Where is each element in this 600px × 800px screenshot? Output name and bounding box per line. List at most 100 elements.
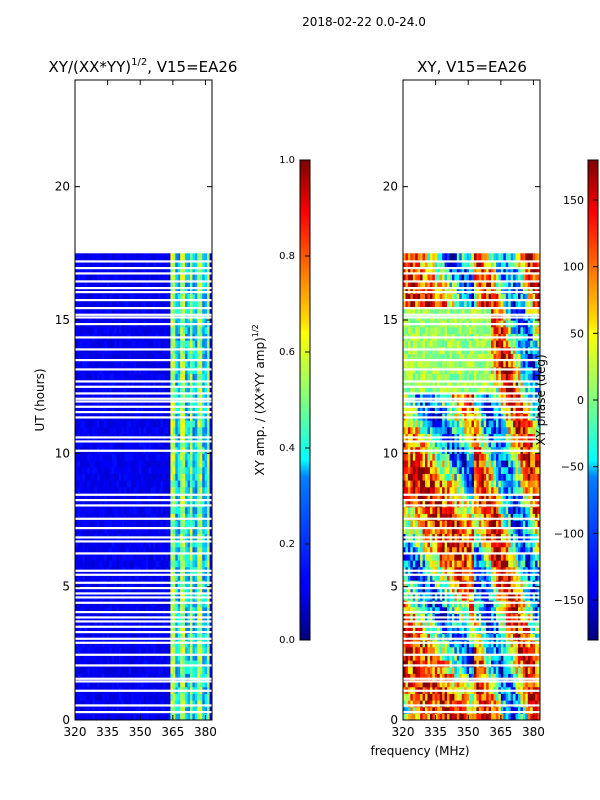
heatmap-cell (207, 266, 211, 274)
heatmap-cell (194, 266, 198, 274)
heatmap-cell (155, 506, 159, 514)
heatmap-cell (189, 713, 194, 720)
heatmap-cell (192, 540, 196, 548)
heatmap-cell (99, 473, 103, 481)
heatmap-cell (535, 673, 539, 681)
heatmap-cell (145, 526, 149, 534)
heatmap-cell (155, 700, 159, 708)
heatmap-cell (106, 626, 110, 634)
heatmap-cell (111, 380, 115, 388)
heatmap-cell (160, 506, 164, 514)
heatmap-cell (87, 700, 91, 708)
heatmap-cell (189, 493, 194, 501)
heatmap-cell (415, 666, 419, 674)
heatmap-cell (111, 633, 115, 641)
heatmap-cell (175, 280, 179, 288)
heatmap-cell (163, 453, 167, 461)
heatmap-cell (92, 706, 96, 714)
heatmap-cell (204, 546, 208, 554)
heatmap-cell (133, 713, 137, 720)
heatmap-cell (77, 360, 81, 368)
heatmap-cell (495, 680, 500, 688)
heatmap-cell (94, 693, 98, 701)
heatmap-cell (456, 700, 460, 708)
heatmap-cell (187, 306, 191, 314)
heatmap-cell (451, 673, 455, 681)
heatmap-cell (403, 653, 407, 661)
flagged-gap-line (75, 527, 212, 530)
heatmap-cell (138, 380, 142, 388)
heatmap-cell (503, 653, 507, 661)
heatmap-cell (126, 393, 130, 401)
heatmap-cell (427, 626, 431, 634)
heatmap-cell (160, 480, 164, 488)
heatmap-cell (165, 633, 169, 641)
heatmap-cell (128, 680, 132, 688)
heatmap-cell (97, 500, 101, 508)
heatmap-cell (520, 713, 524, 720)
heatmap-cell (459, 606, 463, 614)
heatmap-cell (126, 266, 130, 274)
heatmap-cell (530, 633, 534, 641)
heatmap-cell (109, 560, 113, 568)
heatmap-cell (403, 660, 407, 668)
heatmap-cell (141, 453, 145, 461)
heatmap-cell (500, 660, 504, 668)
heatmap-cell (79, 606, 83, 614)
heatmap-cell (185, 693, 189, 701)
heatmap-cell (194, 573, 198, 581)
heatmap-cell (158, 546, 162, 554)
heatmap-cell (444, 626, 448, 634)
heatmap-cell (454, 606, 458, 614)
heatmap-cell (466, 693, 470, 701)
heatmap-cell (155, 266, 159, 274)
heatmap-cell (104, 553, 108, 561)
heatmap-cell (84, 653, 88, 661)
heatmap-cell (197, 473, 201, 481)
heatmap-cell (119, 273, 123, 281)
heatmap-cell (99, 700, 103, 708)
flagged-gap-line (75, 641, 212, 644)
heatmap-cell (172, 386, 176, 394)
heatmap-cell (77, 380, 81, 388)
heatmap-cell (456, 666, 460, 674)
heatmap-cell (522, 673, 526, 681)
heatmap-cell (185, 453, 189, 461)
heatmap-cell (209, 626, 212, 634)
heatmap-cell (75, 666, 79, 674)
heatmap-cell (444, 713, 448, 720)
heatmap-cell (119, 266, 123, 274)
heatmap-cell (437, 646, 441, 654)
heatmap-cell (87, 706, 91, 714)
heatmap-cell (133, 633, 137, 641)
heatmap-cell (185, 660, 189, 668)
heatmap-cell (491, 700, 495, 708)
heatmap-cell (89, 653, 93, 661)
heatmap-cell (180, 480, 184, 488)
heatmap-cell (187, 520, 191, 528)
heatmap-cell (79, 520, 83, 528)
heatmap-cell (165, 340, 169, 348)
heatmap-cell (82, 586, 86, 594)
flagged-gap-line (75, 436, 212, 439)
heatmap-cell (204, 386, 208, 394)
heatmap-cell (99, 373, 103, 381)
heatmap-cell (150, 633, 154, 641)
heatmap-cell (141, 493, 145, 501)
heatmap-cell (425, 633, 429, 641)
heatmap-cell (527, 653, 531, 661)
heatmap-cell (498, 660, 502, 668)
heatmap-cell (77, 353, 81, 361)
heatmap-cell (131, 300, 135, 308)
heatmap-cell (197, 280, 201, 288)
heatmap-cell (87, 680, 91, 688)
heatmap-cell (119, 626, 123, 634)
heatmap-cell (488, 700, 492, 708)
heatmap-cell (434, 706, 438, 714)
heatmap-cell (133, 386, 137, 394)
heatmap-cell (194, 660, 198, 668)
heatmap-cell (481, 706, 485, 714)
heatmap-cell (153, 526, 157, 534)
heatmap-cell (207, 573, 211, 581)
heatmap-cell (172, 700, 176, 708)
